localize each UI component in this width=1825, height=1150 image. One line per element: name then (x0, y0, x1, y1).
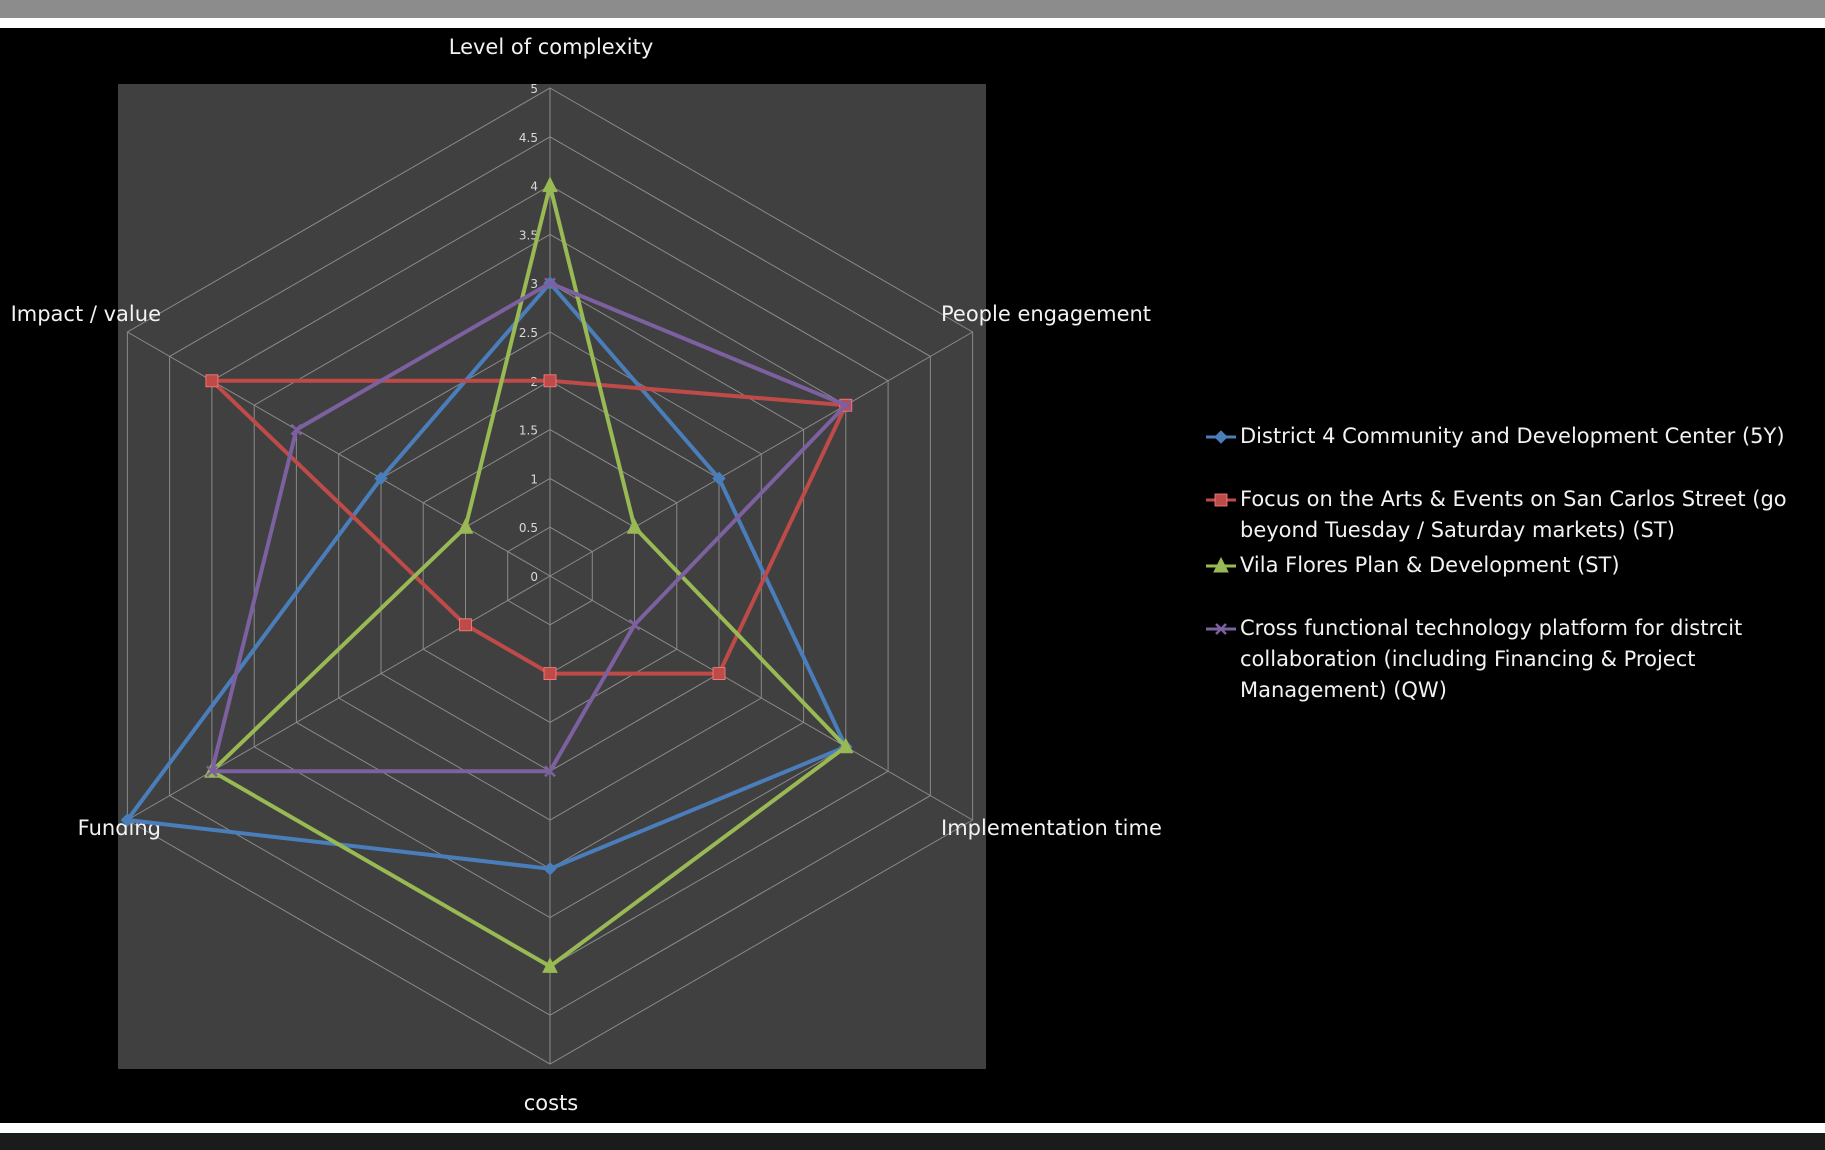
axis-label-layer: Level of complexity People engagement Impl… (11, 35, 1162, 1115)
legend-label: Cross functional technology platform for… (1240, 616, 1743, 702)
legend-item: District 4 Community and Development Cen… (1205, 421, 1820, 452)
legend-label: Vila Flores Plan & Development (ST) (1240, 553, 1620, 577)
legend-item: Vila Flores Plan & Development (ST) (1205, 550, 1820, 581)
data-point (712, 667, 726, 680)
bottom-border-strip (0, 1133, 1825, 1150)
legend-swatch (1206, 430, 1236, 444)
data-point (542, 957, 558, 973)
legend: District 4 Community and Development Cen… (1205, 421, 1820, 706)
top-border-strip (0, 0, 1825, 18)
axis-label: Level of complexity (449, 35, 654, 59)
axis-spoke (549, 331, 973, 577)
plot-area (118, 84, 986, 1069)
legend-swatch (1206, 623, 1236, 635)
data-point (1214, 493, 1228, 507)
data-point (543, 667, 557, 680)
axis-spoke (127, 575, 551, 821)
data-point (1215, 623, 1227, 635)
data-point (457, 518, 474, 534)
legend-swatch (1206, 557, 1236, 573)
series-layer (120, 176, 854, 973)
legend-item: Focus on the Arts & Events on San Carlos… (1205, 484, 1820, 546)
data-point (206, 765, 218, 778)
data-point (120, 813, 135, 827)
data-point (1214, 430, 1228, 444)
series-group (206, 277, 852, 778)
tick-label: 4.5 (519, 131, 538, 145)
tick-label: 1 (530, 472, 538, 486)
tick-label: 4 (530, 180, 538, 194)
axis-label: People engagement (941, 302, 1151, 326)
tick-label: 3.5 (519, 228, 538, 242)
tick-label: 2.5 (519, 326, 538, 340)
data-point (374, 471, 388, 486)
grid-layer (126, 87, 974, 1065)
axis-label: Impact / value (11, 302, 161, 326)
data-point (290, 423, 303, 436)
tick-label: 0 (530, 570, 538, 584)
data-point (628, 618, 641, 631)
tick-label: 3 (530, 277, 538, 291)
axis-spoke (549, 575, 973, 821)
axis-label: Implementation time (941, 816, 1162, 840)
data-point (626, 518, 643, 534)
data-point (459, 618, 472, 632)
legend-label: District 4 Community and Development Cen… (1240, 424, 1785, 448)
bottom-white-gap (0, 1123, 1825, 1133)
tick-label: 0.5 (519, 521, 538, 535)
radar-chart: 0 0.5 1 1.5 2 2.5 3 3.5 4 4.5 5 Level of complexit… (0, 28, 1825, 1123)
data-point (712, 471, 726, 486)
axis-label: costs (524, 1091, 579, 1115)
axis-label: Funding (78, 816, 161, 840)
data-point (543, 374, 557, 388)
data-point (543, 862, 557, 876)
data-point (839, 399, 852, 412)
data-point (544, 765, 556, 778)
tick-label: 5 (530, 82, 538, 96)
legend-label: Focus on the Arts & Events on San Carlos… (1240, 487, 1787, 542)
top-white-gap (0, 18, 1825, 28)
data-point (544, 277, 556, 290)
series-group (120, 276, 853, 876)
data-point (837, 737, 854, 754)
legend-swatch (1206, 493, 1236, 507)
data-point (205, 374, 219, 388)
data-point (1213, 557, 1229, 573)
data-point (542, 176, 558, 193)
axis-spoke (127, 331, 551, 577)
legend-item: Cross functional technology platform for… (1205, 613, 1820, 706)
radar-chart-svg: 00.511.522.533.544.55 Level of complexit… (11, 35, 1162, 1115)
tick-label: 1.5 (519, 424, 538, 438)
